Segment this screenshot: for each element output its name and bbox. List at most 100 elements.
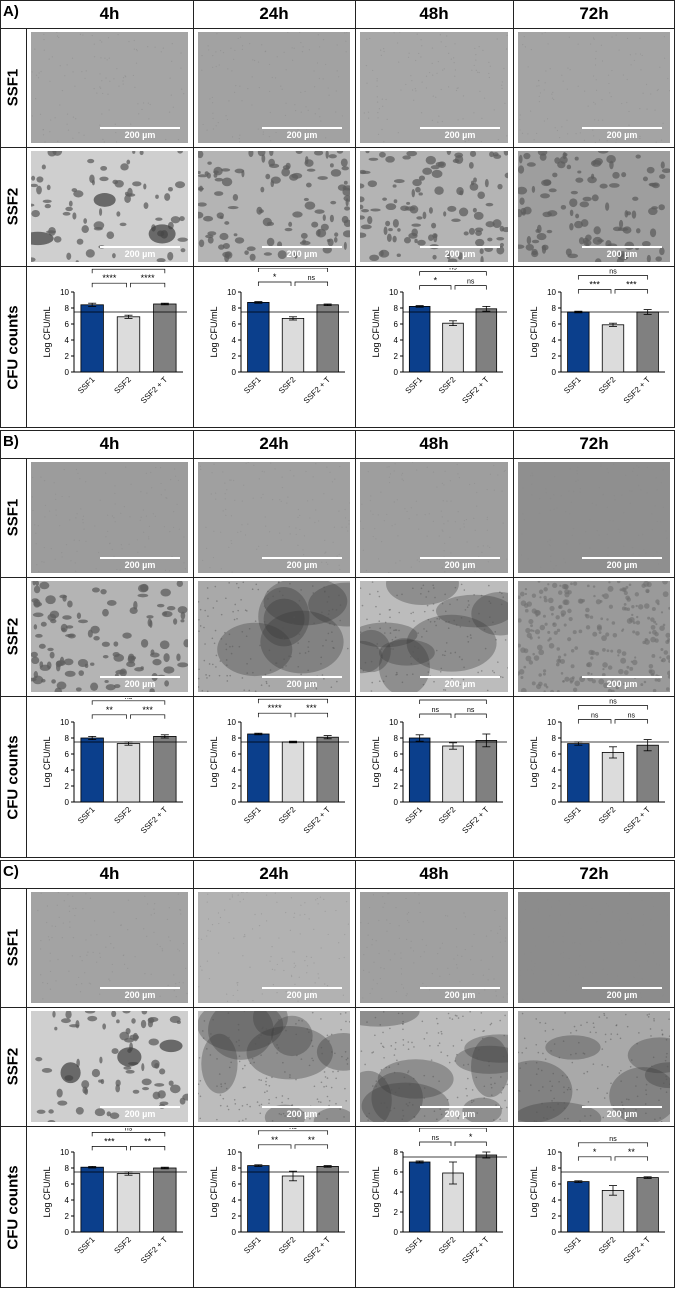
scale-bar-label: 200 µm [444, 249, 476, 259]
scale-bar: 200 µm [582, 1106, 662, 1119]
y-tick-label: 2 [394, 1208, 399, 1217]
y-axis-label: Log CFU/mL [529, 1166, 539, 1217]
scale-bar: 200 µm [100, 1106, 180, 1119]
significance-bracket [257, 1144, 292, 1149]
significance-label: ns [591, 713, 599, 720]
row-header-ssf2: SSF2 [0, 577, 26, 696]
scale-bar-label: 200 µm [286, 1109, 318, 1119]
significance-label: ns [449, 698, 457, 700]
x-tick-label: SSF2 [112, 1235, 133, 1256]
scale-bar-label: 200 µm [444, 679, 476, 689]
ssf1-micrograph-72h: 200 µm [518, 892, 670, 1003]
bar-ssf1 [567, 1181, 590, 1233]
ssf1-micrograph-4h: 200 µm [31, 32, 188, 143]
x-tick-label: SSF2 + T [302, 805, 332, 835]
bar-ssf2 [442, 745, 464, 803]
scale-bar: 200 µm [100, 676, 180, 689]
y-tick-label: 4 [232, 336, 237, 345]
significance-bracket [614, 1156, 649, 1161]
scale-bar-line [582, 127, 662, 129]
bar-ssf1 [408, 1161, 431, 1233]
bar-ssf1 [80, 304, 104, 373]
row-header-label: SSF1 [4, 928, 22, 967]
row-header-label: SSF2 [4, 187, 22, 226]
bar-ssf1 [567, 311, 590, 373]
significance-label: ** [271, 1135, 279, 1145]
row-header-ssf1: SSF1 [0, 888, 26, 1007]
scale-bar-line [420, 557, 500, 559]
y-tick-label: 2 [232, 1212, 237, 1221]
grid-line [0, 266, 675, 267]
y-tick-label: 8 [65, 304, 70, 313]
significance-bracket [130, 1146, 166, 1151]
grid-line [0, 147, 675, 148]
y-tick-label: 8 [65, 734, 70, 743]
significance-label: *** [142, 705, 153, 715]
bar-ssf2t [153, 736, 177, 803]
cfu-chart-72h: 0 2 4 6 8 10 Log CFU/mL SSF1 SSF2 SSF2 + T * ** ns [515, 1128, 673, 1284]
y-tick-label: 10 [227, 288, 236, 297]
bar-ssf1 [247, 302, 270, 373]
significance-label: *** [306, 703, 317, 713]
x-tick-label: SSF2 [437, 375, 458, 396]
scale-bar-line [262, 676, 342, 678]
y-tick-label: 0 [394, 368, 399, 377]
y-tick-label: 2 [65, 352, 70, 361]
y-tick-label: 6 [394, 750, 399, 759]
significance-bracket [419, 699, 487, 704]
significance-label: **** [141, 273, 156, 283]
bar-ssf2t [316, 304, 339, 373]
y-tick-label: 8 [232, 1164, 237, 1173]
significance-bracket [419, 271, 487, 276]
x-tick-label: SSF1 [562, 1235, 583, 1256]
y-tick-label: 4 [232, 766, 237, 775]
scale-bar-label: 200 µm [286, 560, 318, 570]
y-tick-label: 6 [552, 1180, 557, 1189]
panel-c: C) 4h 24h 48h 72h SSF1 SSF2 CFU counts 200 µm 200… [0, 860, 675, 1288]
scale-bar: 200 µm [582, 676, 662, 689]
scale-bar: 200 µm [100, 557, 180, 570]
x-tick-label: SSF1 [76, 375, 97, 396]
y-tick-label: 8 [232, 734, 237, 743]
cfu-chart-72h: 0 2 4 6 8 10 Log CFU/mL SSF1 SSF2 SSF2 + T *** *** n… [515, 268, 673, 424]
y-tick-label: 2 [232, 782, 237, 791]
y-tick-label: 6 [65, 1180, 70, 1189]
column-header-48h: 48h [419, 864, 449, 883]
scale-bar-label: 200 µm [444, 560, 476, 570]
y-tick-label: 10 [60, 1148, 69, 1157]
bar-ssf2t [316, 1166, 339, 1233]
scale-bar-line [420, 127, 500, 129]
bar-ssf2 [116, 316, 141, 373]
scale-bar: 200 µm [262, 676, 342, 689]
scale-bar-label: 200 µm [606, 249, 638, 259]
y-tick-label: 2 [65, 1212, 70, 1221]
grid-line [0, 458, 675, 459]
y-tick-label: 6 [65, 750, 70, 759]
y-axis-label: Log CFU/mL [529, 736, 539, 787]
significance-label: ns [609, 269, 617, 276]
grid-line [0, 28, 675, 29]
scale-bar: 200 µm [262, 246, 342, 259]
panel-a: A) 4h 24h 48h 72h SSF1 SSF2 CFU counts 200 µm 200… [0, 0, 675, 428]
y-tick-label: 6 [232, 750, 237, 759]
ssf1-micrograph-48h: 200 µm [360, 892, 508, 1003]
y-tick-label: 2 [394, 352, 399, 361]
scale-bar-line [420, 987, 500, 989]
y-tick-label: 8 [394, 734, 399, 743]
y-tick-label: 8 [552, 1164, 557, 1173]
ssf1-micrograph-48h: 200 µm [360, 462, 508, 573]
scale-bar: 200 µm [262, 987, 342, 1000]
column-header-4h: 4h [99, 4, 120, 23]
scale-bar-label: 200 µm [286, 990, 318, 1000]
y-tick-label: 4 [232, 1196, 237, 1205]
ssf2-micrograph-4h: 200 µm [31, 151, 188, 262]
y-tick-label: 0 [232, 798, 237, 807]
cfu-chart-4h: 0 2 4 6 8 10 Log CFU/mL SSF1 SSF2 SSF2 + T **** ***… [28, 268, 191, 424]
significance-label: ns [125, 1128, 133, 1132]
x-tick-label: SSF2 [597, 375, 618, 396]
ssf2-micrograph-4h: 200 µm [31, 581, 188, 692]
significance-label: ** [144, 1136, 152, 1146]
ssf1-micrograph-48h: 200 µm [360, 32, 508, 143]
